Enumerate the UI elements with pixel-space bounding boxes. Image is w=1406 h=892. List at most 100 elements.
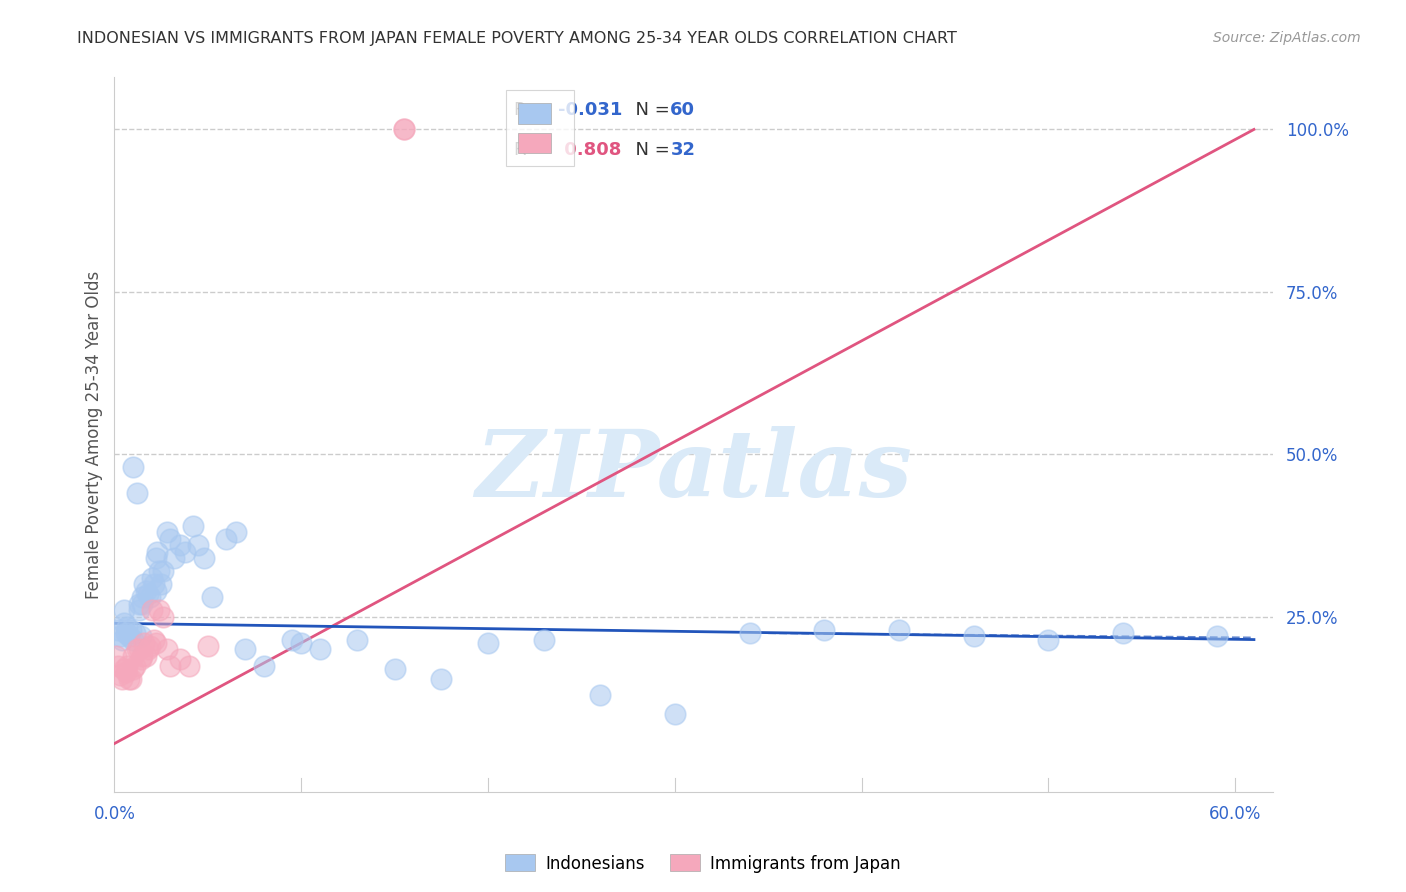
Point: [122, 662, 145, 676]
Point: [179, 658, 201, 673]
Point: [290, 636, 312, 650]
Point: [139, 591, 162, 605]
Point: [114, 665, 136, 679]
Point: [141, 571, 163, 585]
Point: [135, 648, 157, 663]
Point: [145, 636, 167, 650]
Point: [1112, 626, 1135, 640]
Point: [159, 532, 181, 546]
Point: [233, 642, 256, 657]
Point: [125, 486, 148, 500]
Point: [124, 626, 146, 640]
Point: [159, 658, 181, 673]
Point: [589, 688, 612, 702]
Point: [128, 597, 150, 611]
Y-axis label: Female Poverty Among 25-34 Year Olds: Female Poverty Among 25-34 Year Olds: [86, 271, 103, 599]
Point: [146, 545, 169, 559]
Point: [142, 577, 165, 591]
Text: R =: R =: [515, 101, 553, 119]
Point: [134, 636, 156, 650]
Point: [111, 632, 134, 647]
Point: [122, 648, 145, 663]
Point: [664, 707, 686, 722]
Legend: Indonesians, Immigrants from Japan: Indonesians, Immigrants from Japan: [499, 847, 907, 880]
Point: [1205, 629, 1227, 643]
Point: [215, 532, 238, 546]
Point: [346, 632, 368, 647]
Legend: , : ,: [506, 90, 574, 166]
Text: R =: R =: [515, 141, 553, 160]
Point: [112, 616, 135, 631]
Point: [117, 619, 139, 633]
Point: [181, 519, 204, 533]
Point: [108, 629, 131, 643]
Point: [963, 629, 986, 643]
Point: [253, 658, 276, 673]
Point: [125, 642, 148, 657]
Point: [107, 623, 129, 637]
Point: [107, 658, 129, 673]
Point: [148, 603, 170, 617]
Text: ZIPatlas: ZIPatlas: [475, 425, 912, 516]
Point: [136, 642, 159, 657]
Point: [163, 551, 186, 566]
Point: [136, 587, 159, 601]
Point: [887, 623, 910, 637]
Point: [193, 551, 215, 566]
Point: [131, 591, 153, 605]
Point: [108, 668, 131, 682]
Point: [128, 603, 150, 617]
Point: [384, 662, 406, 676]
Point: [187, 538, 209, 552]
Point: [135, 583, 157, 598]
Point: [105, 648, 128, 663]
Point: [141, 603, 163, 617]
Point: [197, 639, 219, 653]
Point: [120, 672, 142, 686]
Point: [124, 658, 146, 673]
Text: Source: ZipAtlas.com: Source: ZipAtlas.com: [1213, 31, 1361, 45]
Point: [129, 629, 152, 643]
Text: INDONESIAN VS IMMIGRANTS FROM JAPAN FEMALE POVERTY AMONG 25-34 YEAR OLDS CORRELA: INDONESIAN VS IMMIGRANTS FROM JAPAN FEMA…: [77, 31, 957, 46]
Point: [142, 632, 165, 647]
Point: [1038, 632, 1060, 647]
Point: [392, 122, 415, 136]
Point: [112, 662, 135, 676]
Point: [738, 626, 761, 640]
Point: [139, 639, 162, 653]
Point: [129, 652, 152, 666]
Point: [131, 648, 153, 663]
Text: N =: N =: [624, 101, 675, 119]
Point: [430, 672, 453, 686]
Text: -0.031: -0.031: [558, 101, 623, 119]
Point: [120, 623, 142, 637]
Point: [152, 610, 174, 624]
Point: [533, 632, 555, 647]
Text: 32: 32: [671, 141, 696, 160]
Point: [150, 577, 173, 591]
Point: [117, 658, 139, 673]
Point: [114, 626, 136, 640]
Point: [118, 672, 141, 686]
Text: 60: 60: [671, 101, 696, 119]
Point: [309, 642, 332, 657]
Point: [392, 122, 415, 136]
Point: [145, 583, 167, 598]
Point: [122, 460, 145, 475]
Point: [134, 577, 156, 591]
Point: [152, 565, 174, 579]
Point: [477, 636, 499, 650]
Point: [128, 642, 150, 657]
Point: [281, 632, 304, 647]
Point: [111, 672, 134, 686]
Point: [169, 652, 191, 666]
Point: [122, 632, 145, 647]
Point: [156, 642, 179, 657]
Point: [118, 629, 141, 643]
Point: [813, 623, 835, 637]
Point: [174, 545, 197, 559]
Point: [145, 551, 167, 566]
Text: N =: N =: [624, 141, 675, 160]
Point: [112, 603, 135, 617]
Point: [225, 525, 247, 540]
